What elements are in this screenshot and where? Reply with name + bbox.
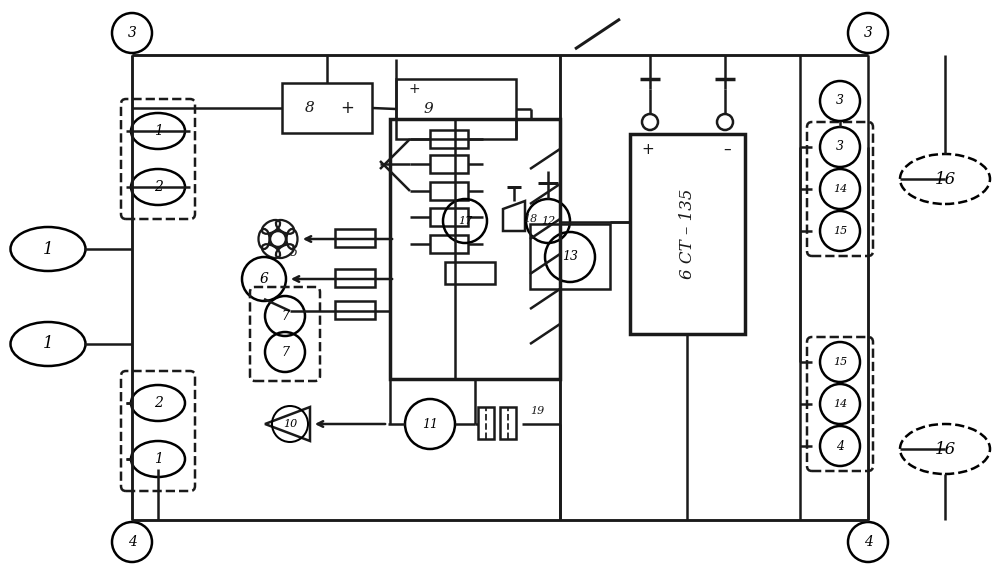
Text: 3: 3: [836, 94, 844, 108]
Text: 14: 14: [833, 399, 847, 409]
Text: 4: 4: [864, 535, 872, 549]
Text: 3: 3: [864, 26, 872, 40]
Text: 1: 1: [43, 240, 53, 258]
Bar: [282, 83, 372, 133]
Text: 6 CT – 135: 6 CT – 135: [678, 189, 696, 279]
Bar: [430, 182, 468, 200]
Text: 10: 10: [283, 419, 297, 429]
Bar: [335, 229, 375, 247]
Bar: [530, 224, 610, 289]
Text: 4: 4: [128, 535, 136, 549]
Text: 5: 5: [290, 247, 298, 259]
Bar: [630, 134, 745, 334]
Text: +: +: [408, 82, 420, 96]
Text: 11: 11: [422, 417, 438, 431]
Bar: [390, 119, 560, 379]
Bar: [396, 79, 516, 139]
Text: 4: 4: [836, 439, 844, 453]
Text: 15: 15: [833, 226, 847, 236]
Text: 3: 3: [128, 26, 136, 40]
Text: 13: 13: [562, 251, 578, 263]
Text: 9: 9: [423, 102, 433, 116]
Bar: [430, 130, 468, 148]
Text: 16: 16: [934, 441, 956, 457]
Text: 1: 1: [154, 124, 162, 138]
Text: 1: 1: [43, 335, 53, 353]
Bar: [335, 269, 375, 287]
Text: 1: 1: [154, 452, 162, 466]
Text: 17: 17: [458, 216, 472, 226]
Bar: [445, 262, 495, 284]
Bar: [478, 407, 494, 439]
Bar: [430, 235, 468, 253]
Text: +: +: [340, 99, 354, 117]
Text: 15: 15: [833, 357, 847, 367]
Text: 2: 2: [154, 396, 162, 410]
Text: 2: 2: [154, 180, 162, 194]
Text: 12: 12: [541, 216, 555, 226]
Text: 18: 18: [523, 214, 537, 224]
Text: 14: 14: [833, 184, 847, 194]
Bar: [430, 155, 468, 173]
Text: 19: 19: [530, 406, 544, 416]
Text: 3: 3: [836, 141, 844, 153]
Text: 6: 6: [260, 272, 268, 286]
Text: +: +: [642, 141, 654, 156]
Text: 7: 7: [281, 346, 289, 358]
Bar: [335, 301, 375, 319]
Text: 16: 16: [934, 170, 956, 188]
Text: 8: 8: [305, 101, 315, 115]
Text: 7: 7: [281, 310, 289, 323]
Bar: [500, 407, 516, 439]
Text: –: –: [723, 141, 731, 156]
Bar: [430, 208, 468, 226]
